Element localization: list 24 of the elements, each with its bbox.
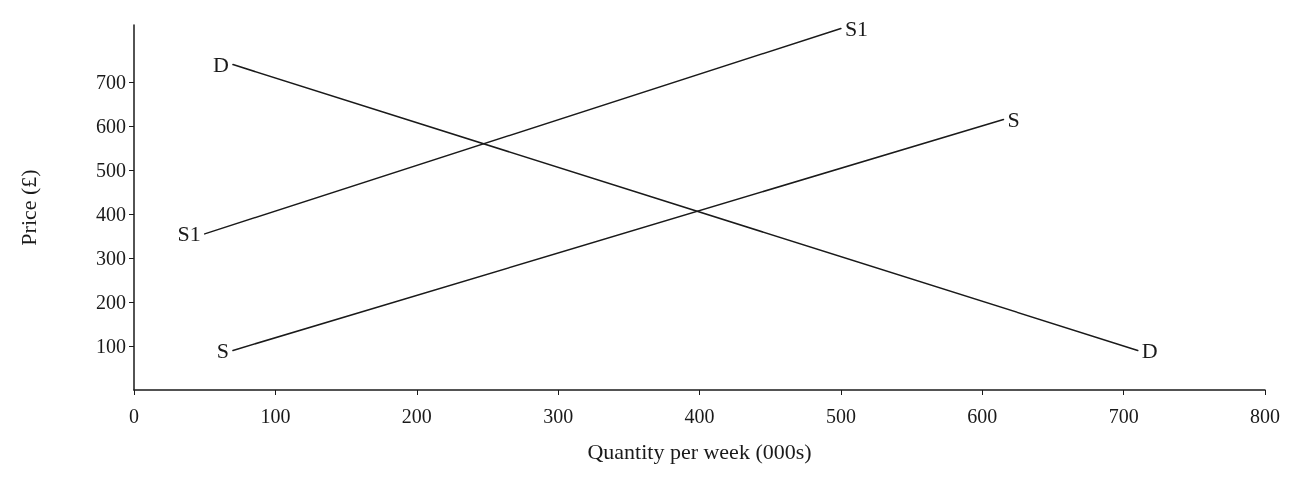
- x-tick-label: 200: [401, 405, 432, 427]
- x-tick-label: 100: [260, 405, 291, 427]
- text: D: [1141, 337, 1158, 363]
- x-axis-title: Quantity per week (000s): [587, 438, 812, 464]
- y-tick-label: 300: [96, 247, 126, 270]
- y-tick-label: 100: [96, 335, 126, 358]
- x-tick-label: 0: [129, 405, 139, 427]
- text: S: [1007, 107, 1020, 133]
- x-tick-label: 300: [543, 405, 574, 427]
- x-tick-label: 500: [825, 405, 856, 427]
- y-tick-label: 600: [96, 115, 126, 138]
- y-tick-label: 200: [96, 291, 126, 314]
- x-tick-label: 400: [684, 405, 715, 427]
- y-axis-title: Price (£): [15, 169, 41, 246]
- x-tick-label: 800: [1250, 405, 1280, 427]
- y-tick-label: 500: [96, 159, 126, 182]
- series-label: S1: [844, 16, 869, 42]
- text: S1: [177, 221, 201, 247]
- series-label: D: [213, 52, 229, 78]
- x-tick-label: 700: [1108, 405, 1139, 427]
- y-tick-label: 400: [96, 203, 126, 226]
- y-tick-label: 700: [96, 71, 126, 94]
- x-tick-label: 600: [967, 405, 998, 427]
- series-label: S: [216, 337, 229, 363]
